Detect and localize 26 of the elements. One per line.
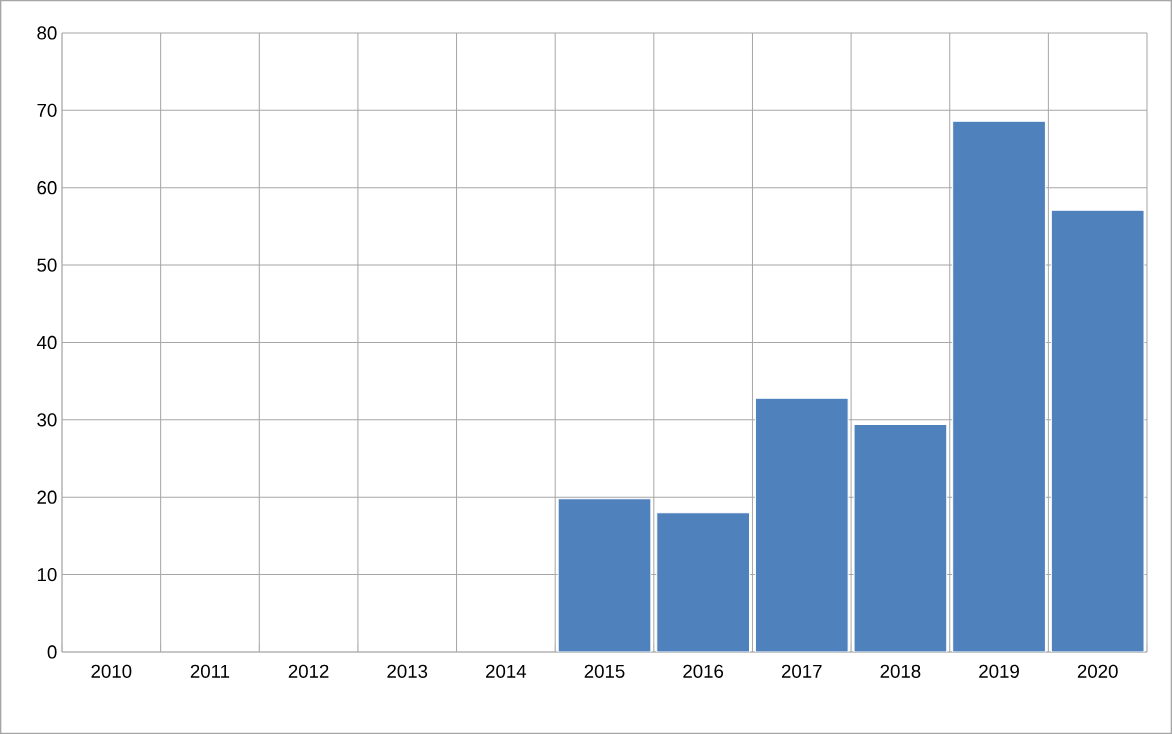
y-tick-label: 30 (37, 413, 57, 427)
x-tick-label: 2018 (880, 664, 921, 678)
y-tick-label: 40 (36, 335, 57, 350)
x-tick-label: 2015 (584, 664, 625, 678)
x-tick-label: 2016 (683, 664, 724, 678)
bar (656, 512, 750, 652)
x-tick-label: 2019 (979, 664, 1019, 678)
bar (557, 498, 652, 652)
y-tick-label: 60 (37, 181, 57, 195)
y-tick-label: 70 (37, 103, 57, 117)
x-tick-label: 2011 (190, 664, 230, 678)
x-tick-label: 2010 (91, 664, 132, 678)
bar (754, 397, 849, 652)
x-tick-label: 2020 (1077, 664, 1118, 678)
y-tick-label: 50 (37, 258, 57, 272)
bar (952, 120, 1046, 652)
x-tick-label: 2013 (387, 664, 428, 678)
y-tick-label: 10 (37, 567, 57, 582)
y-tick-label: 20 (37, 490, 57, 504)
x-tick-label: 2014 (486, 664, 527, 678)
bar (1050, 209, 1145, 652)
y-tick-label: 80 (37, 26, 57, 40)
y-tick-label: 0 (47, 645, 57, 659)
x-tick-label: 2017 (781, 664, 822, 678)
x-tick-label: 2012 (288, 664, 329, 678)
bar (853, 424, 948, 652)
